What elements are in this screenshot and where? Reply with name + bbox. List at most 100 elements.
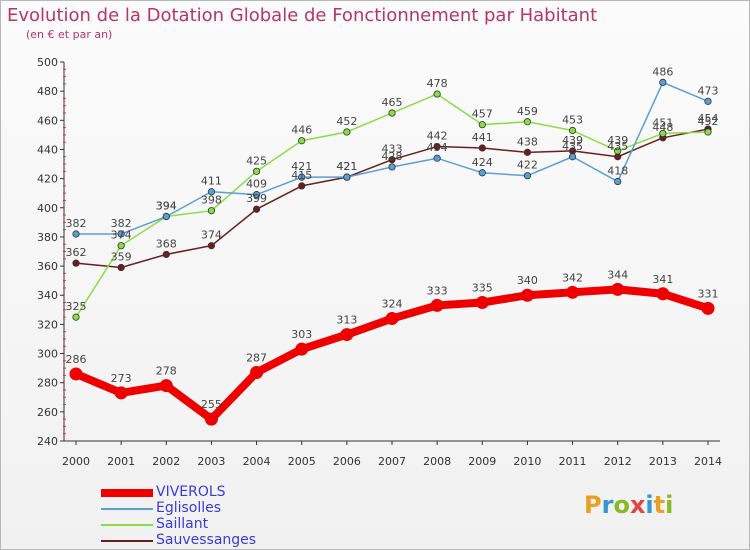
data-point: [207, 207, 216, 215]
y-tick-label: 420: [37, 173, 58, 186]
data-label: 415: [291, 169, 312, 182]
data-label: 421: [336, 160, 357, 173]
logo-letter: i: [645, 491, 654, 519]
data-point: [298, 182, 306, 190]
data-point: [162, 212, 170, 221]
x-tick-label: 2003: [197, 455, 225, 468]
data-label: 465: [382, 96, 403, 109]
data-point: [204, 412, 218, 426]
data-label: 452: [336, 115, 357, 128]
y-tick-label: 280: [37, 377, 58, 390]
data-point: [566, 285, 580, 299]
data-label: 422: [517, 159, 538, 172]
y-tick-label: 380: [37, 231, 58, 244]
data-point: [250, 365, 264, 379]
x-tick-label: 2010: [513, 455, 541, 468]
data-label: 374: [111, 229, 132, 242]
data-point: [72, 230, 80, 238]
data-label: 382: [66, 217, 87, 230]
logo-letter: r: [601, 491, 614, 519]
data-point: [207, 188, 216, 196]
data-point: [475, 296, 489, 310]
x-tick-label: 2005: [288, 455, 316, 468]
data-label: 368: [156, 237, 177, 250]
y-tick-label: 320: [37, 318, 58, 331]
x-tick-label: 2004: [243, 455, 271, 468]
data-point: [72, 259, 80, 267]
logo-letter: o: [613, 491, 630, 519]
data-label: 394: [156, 200, 177, 213]
x-tick-label: 2009: [468, 455, 496, 468]
x-tick-label: 2013: [649, 455, 677, 468]
data-label: 273: [111, 372, 132, 385]
data-label: 411: [201, 175, 222, 188]
legend-swatch-eglisolles: [101, 508, 153, 510]
chart-title: Evolution de la Dotation Globale de Fonc…: [7, 5, 598, 26]
data-point: [523, 118, 532, 126]
data-label: 439: [607, 134, 628, 147]
legend-label-eglisolles: Eglisolles: [156, 500, 222, 516]
data-point: [252, 167, 261, 175]
data-label: 438: [517, 135, 538, 148]
data-point: [701, 301, 715, 315]
data-point: [117, 263, 125, 272]
data-point: [162, 250, 170, 259]
data-label: 418: [607, 165, 628, 178]
data-label: 398: [201, 194, 222, 207]
data-point: [704, 128, 712, 136]
data-label: 454: [698, 112, 719, 125]
data-point: [252, 191, 261, 199]
data-point: [207, 242, 216, 250]
data-label: 453: [562, 114, 583, 127]
data-label: 374: [201, 229, 222, 242]
data-label: 435: [562, 140, 583, 153]
data-label: 421: [336, 160, 357, 173]
data-label: 459: [517, 105, 538, 118]
legend-swatch-sauvessanges: [101, 540, 153, 542]
data-point: [523, 172, 532, 180]
legend-label-sauvessanges: Sauvessanges: [156, 532, 257, 548]
y-tick-label: 500: [37, 56, 58, 69]
data-point: [295, 342, 309, 356]
proxiti-logo: Proxiti: [584, 491, 673, 519]
data-point: [117, 230, 125, 238]
data-point: [659, 129, 667, 138]
data-point: [385, 312, 399, 326]
data-point: [72, 313, 80, 321]
data-label: 409: [246, 178, 267, 191]
logo-letter: x: [629, 491, 646, 519]
data-label: 428: [382, 150, 403, 163]
data-point: [614, 177, 622, 186]
data-label: 448: [652, 121, 673, 134]
data-point: [298, 137, 306, 145]
data-label: 341: [652, 273, 673, 286]
data-label: 441: [472, 131, 493, 144]
data-label: 425: [246, 154, 267, 167]
data-label: 451: [652, 116, 673, 129]
data-point: [252, 205, 261, 213]
data-point: [114, 386, 128, 400]
data-label: 325: [66, 300, 87, 313]
data-label: 446: [291, 124, 312, 137]
data-label: 286: [66, 353, 87, 366]
data-label: 457: [472, 108, 493, 121]
data-point: [433, 90, 441, 98]
data-label: 478: [427, 77, 448, 90]
data-label: 278: [156, 365, 177, 378]
data-label: 442: [427, 130, 448, 143]
x-tick-label: 2008: [423, 455, 451, 468]
data-point: [611, 282, 625, 296]
data-point: [388, 163, 396, 171]
x-tick-label: 2006: [333, 455, 361, 468]
x-tick-label: 2014: [694, 455, 722, 468]
legend-label-saillant: Saillant: [156, 516, 209, 532]
data-label: 287: [246, 351, 267, 364]
chart-subtitle: (en € et par an): [26, 28, 113, 41]
data-point: [704, 97, 712, 105]
data-label: 424: [472, 156, 493, 169]
legend-swatch-saillant: [101, 524, 153, 526]
data-label: 473: [698, 84, 719, 97]
y-tick-label: 360: [37, 260, 58, 273]
data-label: 421: [291, 160, 312, 173]
